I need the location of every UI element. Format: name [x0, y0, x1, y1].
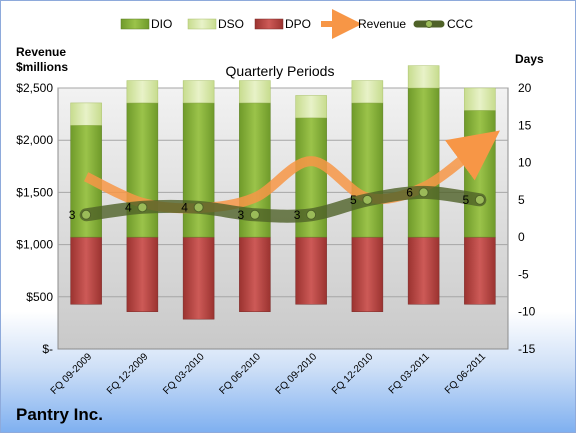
x-category-label: FQ 03-2010: [161, 351, 207, 397]
ccc-data-label: 3: [238, 208, 245, 222]
chart-title: Quarterly Periods: [226, 63, 335, 79]
y-right-tick-label: 5: [518, 193, 525, 207]
bar-dso: [351, 80, 384, 104]
ccc-data-label: 4: [125, 200, 132, 214]
y-left-title-units: $millions: [16, 60, 68, 74]
bar-dpo: [351, 236, 384, 312]
company-name: Pantry Inc.: [16, 405, 103, 424]
bar-dpo: [126, 236, 159, 312]
legend-label-ccc: CCC: [447, 17, 473, 31]
ccc-data-label: 5: [463, 193, 470, 207]
bar-dso: [239, 80, 271, 104]
bar-dio: [464, 110, 496, 238]
x-category-label: FQ 06-2010: [217, 351, 263, 397]
bar-dso: [295, 95, 327, 119]
ccc-point: [81, 209, 92, 220]
ccc-data-label: 5: [350, 193, 357, 207]
ccc-data-label: 6: [406, 185, 413, 199]
y-left-tick-label: $1,500: [16, 185, 53, 199]
legend-label-dso: DSO: [218, 17, 244, 31]
bar-dso: [407, 65, 440, 89]
bar-dpo: [295, 236, 327, 305]
x-category-label: FQ 09-2010: [274, 351, 320, 397]
bar-dpo: [182, 236, 215, 320]
y-right-tick-label: 10: [518, 156, 532, 170]
y-left-tick-label: $2,000: [16, 133, 53, 147]
ccc-point: [193, 202, 204, 213]
legend-marker-ccc: [425, 20, 433, 28]
y-left-tick-label: $-: [42, 342, 53, 356]
bar-dpo: [464, 236, 496, 305]
x-category-label: FQ 12-2010: [330, 351, 376, 397]
y-left-tick-label: $500: [26, 290, 53, 304]
legend-label-dpo: DPO: [285, 17, 311, 31]
bar-dso: [464, 87, 496, 111]
y-right-title: Days: [515, 52, 544, 66]
ccc-point: [474, 194, 485, 205]
bar-dio: [351, 102, 384, 238]
y-right-tick-label: 20: [518, 81, 532, 95]
bar-dpo: [239, 236, 271, 312]
bar-dso: [70, 102, 102, 126]
bar-dso: [182, 80, 215, 104]
ccc-data-label: 3: [69, 208, 76, 222]
x-category-label: FQ 09-2009: [49, 351, 95, 397]
bar-dio: [407, 87, 440, 238]
x-category-label: FQ 03-2011: [387, 351, 432, 396]
bar-dio: [126, 102, 159, 238]
x-category-label: FQ 06-2011: [443, 351, 488, 396]
y-left-title: Revenue: [16, 45, 66, 59]
y-right-tick-label: -10: [518, 305, 536, 319]
bar-dpo: [407, 236, 440, 305]
ccc-data-label: 4: [181, 200, 188, 214]
y-right-tick-label: 15: [518, 118, 532, 132]
legend-label-dio: DIO: [151, 17, 172, 31]
legend-label-revenue: Revenue: [358, 17, 406, 31]
y-left-tick-label: $2,500: [16, 81, 53, 95]
bar-dpo: [70, 236, 102, 305]
y-right-tick-label: -5: [518, 267, 529, 281]
legend-swatch-dio: [120, 18, 150, 30]
ccc-point: [249, 209, 260, 220]
ccc-point: [418, 187, 429, 198]
ccc-point: [306, 209, 317, 220]
x-category-label: FQ 12-2009: [105, 351, 151, 397]
ccc-point: [362, 194, 373, 205]
bar-dso: [126, 80, 159, 104]
y-right-tick-label: 0: [518, 230, 525, 244]
y-left-tick-label: $1,000: [16, 238, 53, 252]
ccc-point: [137, 202, 148, 213]
y-right-tick-label: -15: [518, 342, 536, 356]
ccc-data-label: 3: [294, 208, 301, 222]
legend-swatch-dso: [187, 18, 217, 30]
legend-swatch-dpo: [254, 18, 284, 30]
bar-dio: [182, 102, 215, 238]
